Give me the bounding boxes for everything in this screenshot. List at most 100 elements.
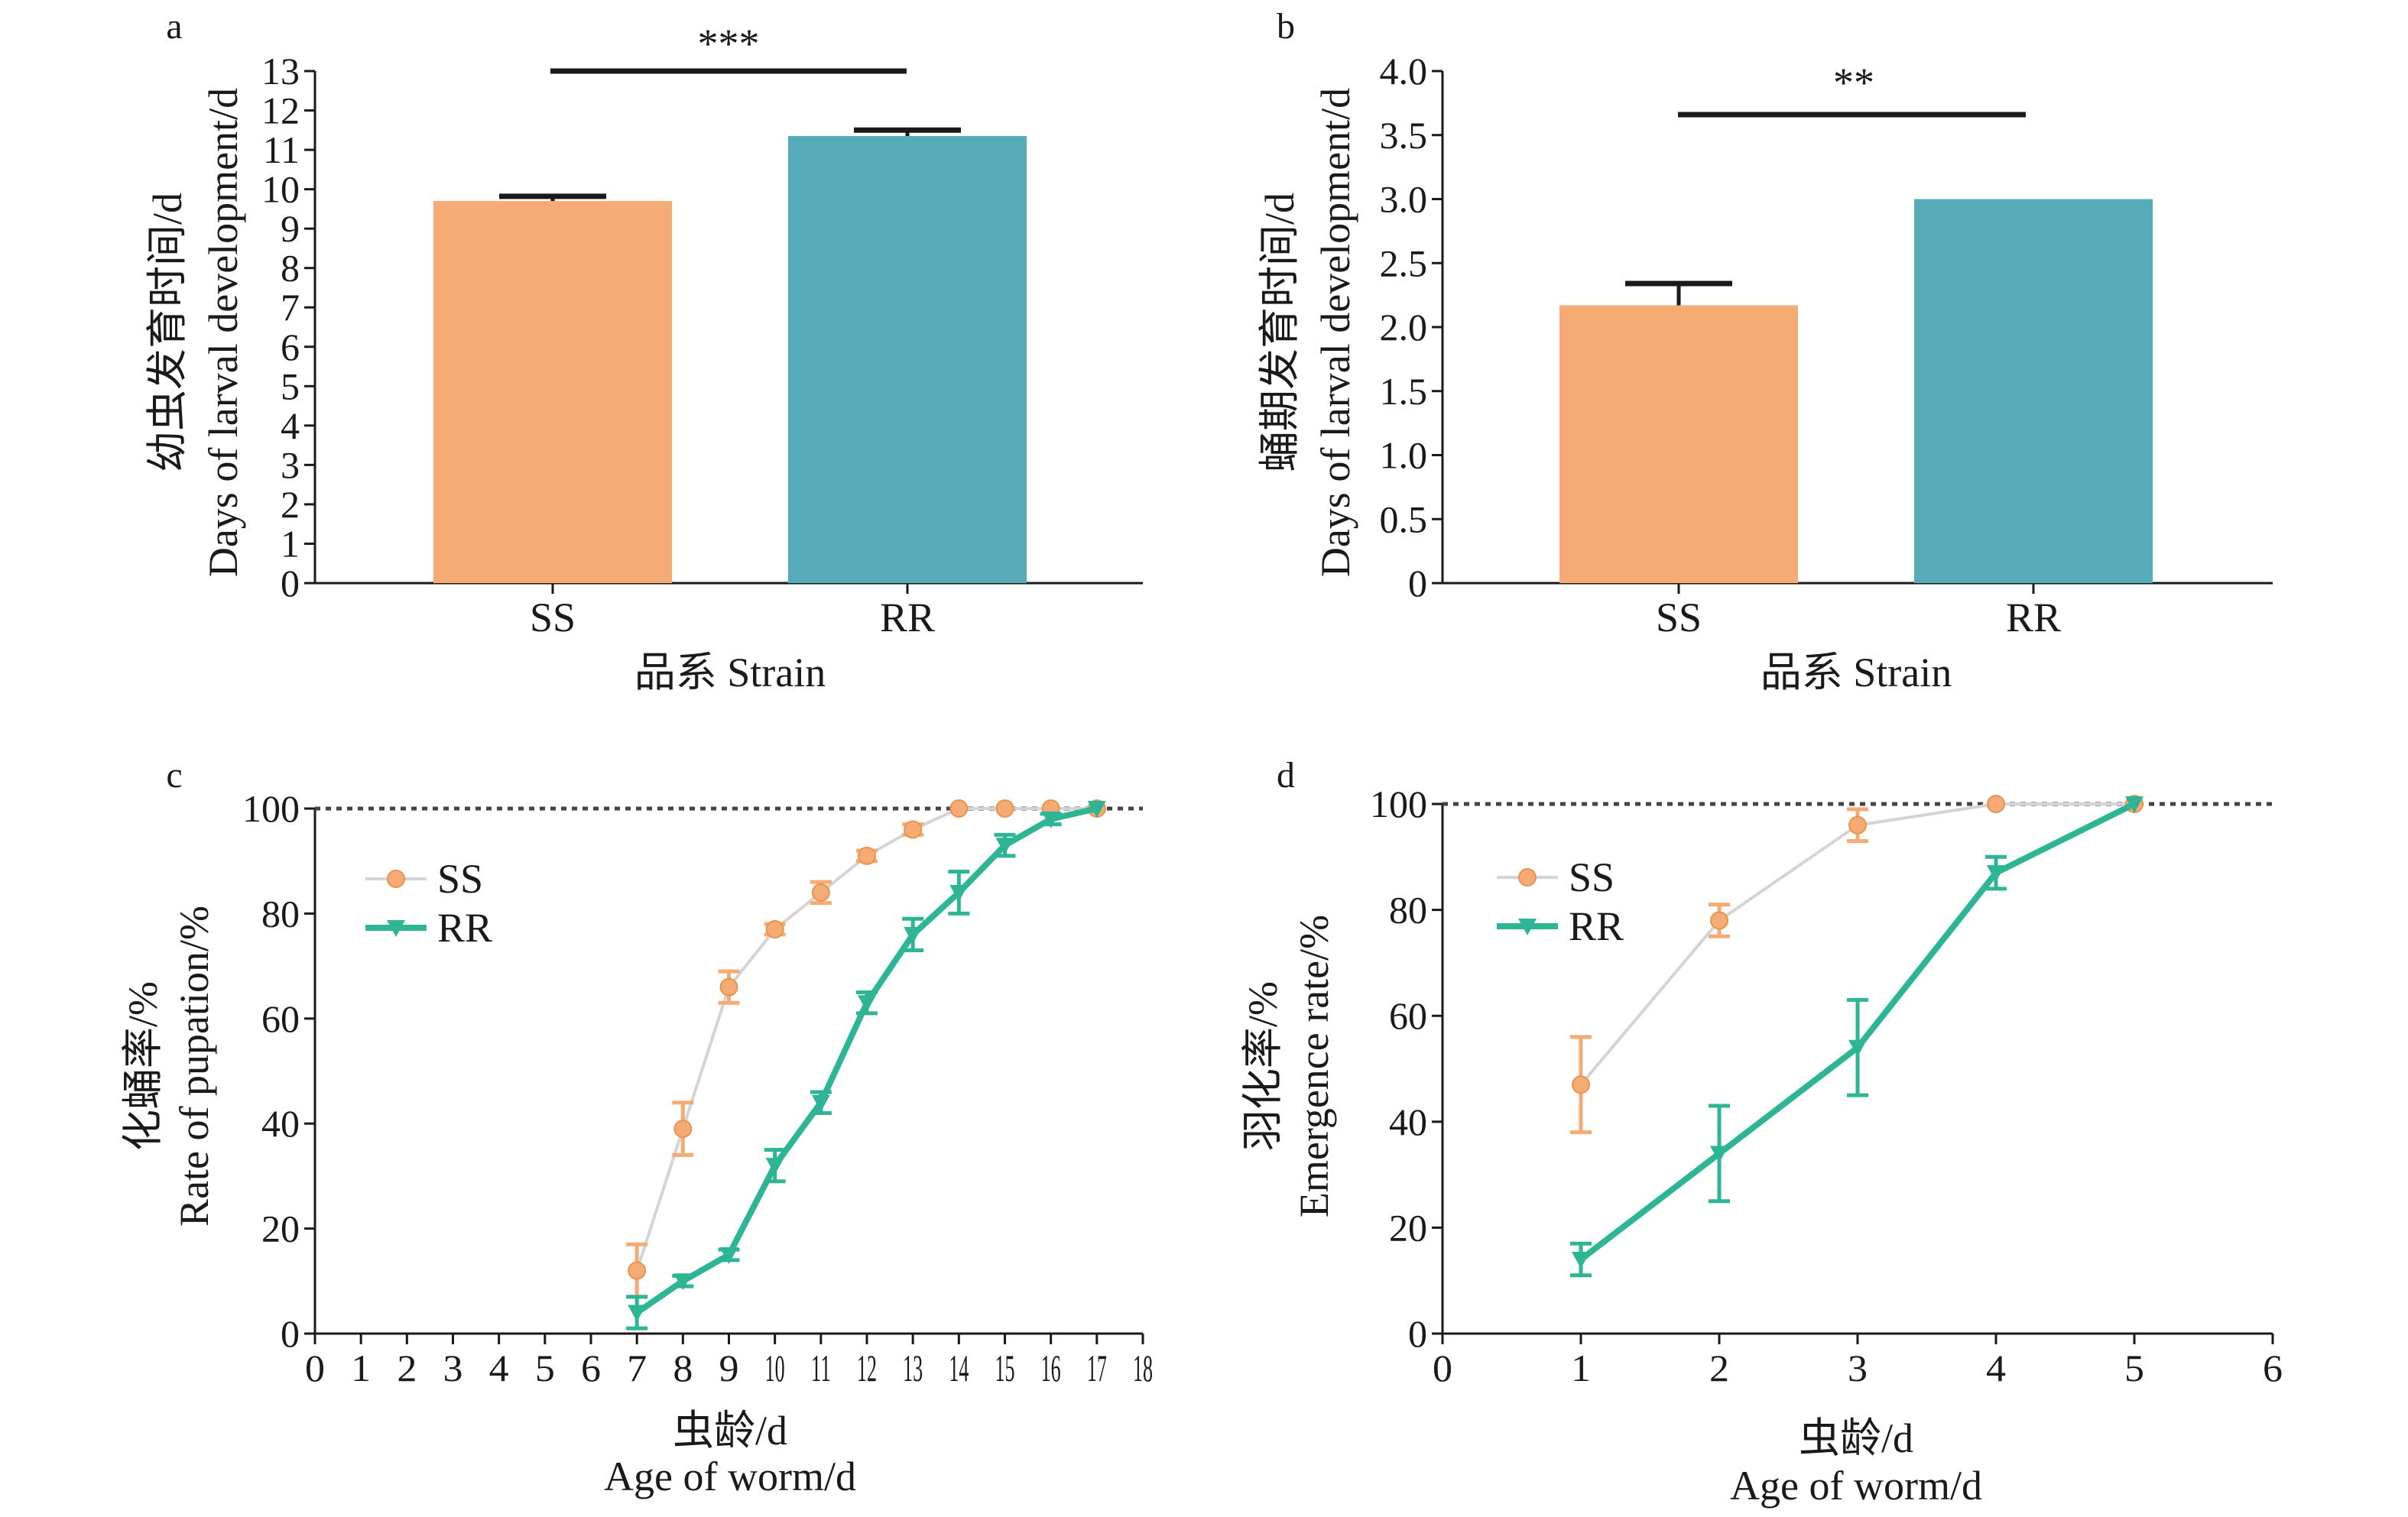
x-axis-label: 品系 Strain [1761,650,1952,695]
series-line-ss [635,807,1097,1272]
y-tick-label: 1 [281,522,300,565]
x-tick-ss: SS [1656,595,1702,640]
y-tick-label: 4.0 [1380,50,1428,92]
y-ticks: 0 0.5 1.0 1.5 2.0 2.5 3.0 3.5 4.0 [1380,50,2273,605]
x-tick-label: 7 [627,1347,647,1389]
y-tick-label: 9 [281,207,300,250]
x-tick-label: 2 [397,1347,417,1389]
x-tick-label: 1 [351,1347,371,1389]
bar-ss [433,201,672,583]
y-tick-label: 60 [261,997,300,1040]
y-tick-label: 1.5 [1380,370,1428,413]
y-tick-label: 40 [1389,1100,1427,1143]
bars [1559,199,2153,583]
point-rr [995,838,1014,855]
y-tick-label: 0.5 [1380,498,1428,540]
point-ss [811,883,830,902]
point-ss [858,846,876,865]
y-tick-label: 1.0 [1380,434,1428,477]
x-tick-label: 18 [1133,1347,1153,1389]
x-tick-label: 14 [949,1347,969,1389]
legend-label-ss: SS [437,856,483,902]
x-tick-label: 15 [995,1347,1015,1389]
series [1443,795,2273,1278]
panel-label-d: d [1277,755,1295,796]
point-rr [1087,801,1106,818]
x-tick-rr: RR [2006,595,2061,640]
y-tick-label: 80 [261,892,300,935]
x-tick-label: 4 [1986,1347,2006,1389]
y-axis-label-cn: 幼虫发育时间/d [144,193,190,472]
x-tick-label: 3 [1848,1347,1868,1389]
bar-rr [1914,199,2153,583]
point-rr [1041,811,1060,828]
point-rr [628,1305,647,1322]
point-ss [765,920,784,939]
x-tick-label: 12 [857,1347,877,1389]
y-tick-label: 40 [261,1102,300,1145]
x-tick-label: 5 [535,1347,555,1389]
y-tick-label: 12 [261,89,300,132]
y-tick-label: 3.0 [1380,178,1428,221]
y-tick-label: 2.5 [1380,241,1428,284]
point-ss [949,799,969,818]
bar-ss [1559,305,1798,583]
y-tick-label: 8 [281,247,300,290]
y-axis-label-cn: 蛹期发育时间/d [1257,193,1303,472]
y-tick-label: 3 [281,443,300,486]
x-axis-label-en: Age of worm/d [1730,1463,1982,1509]
point-rr [949,884,969,902]
point-rr [1848,1039,1867,1057]
x-tick-label: 6 [2263,1347,2283,1389]
point-ss [719,977,738,997]
point-rr [673,1273,693,1291]
point-ss [1848,815,1867,835]
y-tick-label: 0 [281,562,300,605]
point-rr [1987,865,2005,883]
point-ss [1710,911,1728,930]
point-rr [765,1158,784,1175]
y-tick-label: 2.0 [1380,306,1428,348]
y-tick-label: 100 [242,787,300,830]
x-tick-label: 9 [719,1347,739,1389]
y-tick-label: 3.5 [1380,114,1428,157]
y-tick-label: 0 [1408,562,1427,605]
x-tick-ss: SS [530,595,576,640]
y-tick-label: 6 [281,326,300,368]
x-tick-label: 4 [489,1347,509,1389]
x-axis-label-cn: 虫龄/d [1799,1415,1913,1461]
y-tick-label: 4 [281,404,300,447]
y-axis-label-en: Days of larval development/d [1313,88,1358,577]
y-axis-label-cn: 化蛹率/% [120,981,166,1151]
point-ss [995,799,1014,818]
point-rr [1518,919,1537,935]
y-axis-label-en: Emergence rate/% [1291,915,1337,1217]
point-ss [387,870,405,888]
point-rr [1572,1251,1590,1269]
point-ss [1987,795,2005,813]
series [315,799,1143,1331]
panel-label-c: c [166,755,182,796]
point-rr [719,1246,738,1264]
point-rr [1710,1146,1728,1163]
x-tick-label: 11 [811,1347,831,1389]
axis-ticks: 0 20 40 60 80 100 0 1 2 3 4 5 6 [1370,783,2283,1389]
y-tick-label: 60 [1389,994,1427,1037]
panel-label-a: a [166,6,182,47]
y-axis-label-cn: 羽化率/% [1240,981,1286,1151]
x-tick-label: 0 [1433,1347,1452,1389]
y-tick-label: 0 [281,1312,300,1355]
y-tick-label: 2 [281,483,300,526]
point-ss [673,1120,693,1139]
x-tick-label: 2 [1709,1347,1729,1389]
x-tick-label: 0 [305,1347,325,1389]
y-tick-label: 7 [281,286,300,329]
bar-rr [788,136,1027,584]
significance-label: ** [1833,60,1874,105]
legend-label-ss: SS [1569,854,1615,900]
point-rr [811,1094,830,1112]
